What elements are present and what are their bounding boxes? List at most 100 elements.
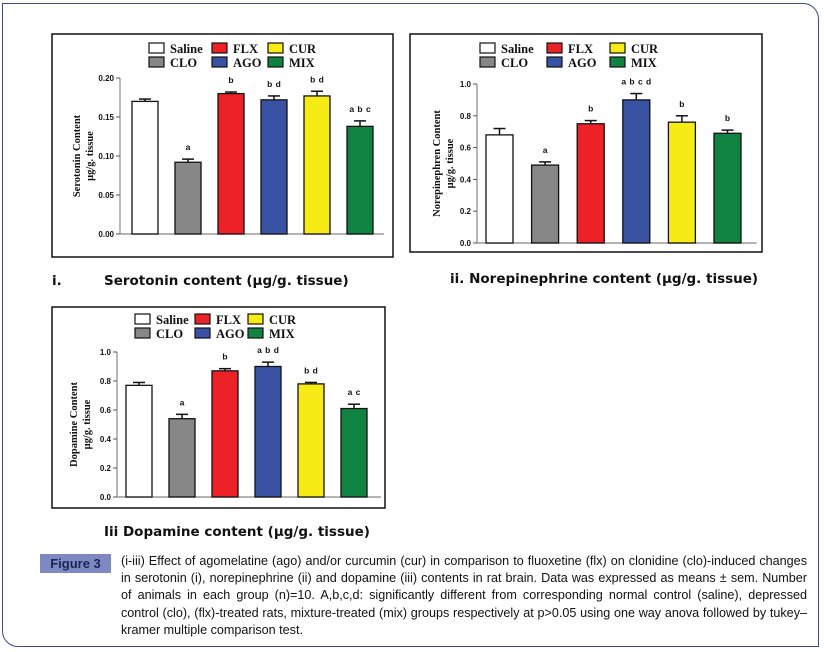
chart2-bar-clo bbox=[530, 164, 560, 244]
chart1-y-tick-label: 0.10 bbox=[98, 152, 114, 161]
chart1-bar-saline bbox=[131, 100, 159, 235]
chart1-frame bbox=[51, 33, 394, 258]
chart3-bar-mix bbox=[340, 407, 368, 498]
chart1-bar-ago bbox=[260, 99, 288, 235]
chart2-significance-label: a bbox=[543, 145, 548, 155]
chart2-y-tick-label: 1.0 bbox=[460, 80, 472, 89]
chart1-legend-swatch-clo bbox=[148, 56, 165, 68]
chart2-bar-ago bbox=[622, 99, 651, 244]
chart2-legend-label-cur: CUR bbox=[631, 42, 659, 56]
chart2-y-axis-unit: μg/g. tissue bbox=[445, 138, 456, 188]
chart2-frame bbox=[409, 33, 763, 253]
chart2-bar-cur bbox=[667, 121, 697, 244]
chart3-y-tick-label: 0.2 bbox=[100, 464, 112, 473]
chart3-legend-label-cur: CUR bbox=[269, 313, 297, 327]
chart3-frame bbox=[51, 306, 386, 509]
chart2-legend-label-flx: FLX bbox=[568, 42, 593, 56]
chart2-legend-swatch-flx bbox=[546, 42, 563, 54]
chart1-legend-swatch-cur bbox=[267, 42, 284, 54]
chart3-legend-label-ago: AGO bbox=[216, 327, 245, 341]
chart2-y-tick-label: 0.2 bbox=[460, 207, 472, 216]
chart1-legend-label-ago: AGO bbox=[233, 56, 262, 70]
chart2-bar-saline bbox=[485, 134, 514, 244]
chart3-y-tick-label: 1.0 bbox=[100, 348, 112, 357]
chart3-y-tick-label: 0.4 bbox=[100, 435, 112, 444]
chart1-y-tick-label: 0.05 bbox=[98, 191, 114, 200]
chart2-y-tick-label: 0.8 bbox=[460, 112, 472, 121]
chart1-y-tick-label: 0.15 bbox=[98, 113, 114, 122]
chart1-bar-flx bbox=[217, 92, 245, 235]
chart2-bar-flx bbox=[576, 123, 605, 244]
chart1-legend-label-flx: FLX bbox=[233, 42, 258, 56]
chart3-legend-label-clo: CLO bbox=[156, 327, 183, 341]
chart3-bar-cur bbox=[297, 383, 325, 498]
chart1-bar-mix bbox=[346, 125, 374, 235]
chart2-y-tick-label: 0.4 bbox=[460, 175, 472, 184]
chart1-bar-cur bbox=[303, 95, 331, 235]
chart2-legend-label-clo: CLO bbox=[501, 56, 528, 70]
chart2-legend-swatch-ago bbox=[546, 56, 563, 68]
chart2-y-tick-label: 0.6 bbox=[460, 144, 472, 153]
chart1-significance-label: b d bbox=[267, 79, 281, 89]
chart1-legend-swatch-ago bbox=[211, 56, 228, 68]
chart1-legend-swatch-mix bbox=[267, 56, 284, 68]
chart2-significance-label: b bbox=[725, 113, 730, 123]
chart1-y-axis-unit: μg/g. tissue bbox=[85, 131, 96, 181]
chart3-y-tick-label: 0.6 bbox=[100, 406, 112, 415]
chart3-legend-label-mix: MIX bbox=[269, 327, 295, 341]
chart3-legend-swatch-ago bbox=[194, 327, 211, 339]
chart1-significance-label: a b c bbox=[349, 104, 371, 114]
chart2-legend-swatch-mix bbox=[609, 56, 626, 68]
figure-caption: (i-iii) Effect of agomelatine (ago) and/… bbox=[121, 554, 807, 637]
dopamine-chart-title: Iii Dopamine content (μg/g. tissue) bbox=[104, 524, 370, 540]
chart3-bar-clo bbox=[168, 418, 196, 498]
panel-i-label: i. bbox=[52, 273, 62, 289]
chart2-legend-swatch-saline bbox=[479, 42, 496, 54]
chart2-legend-label-saline: Saline bbox=[501, 42, 534, 56]
figure-label: Figure 3 bbox=[40, 554, 111, 573]
chart2-legend-swatch-clo bbox=[479, 56, 496, 68]
chart3-significance-label: b bbox=[222, 352, 227, 362]
chart2-y-axis-title: Norepinephren Content bbox=[432, 110, 443, 217]
serotonin-chart-title: Serotonin content (μg/g. tissue) bbox=[104, 273, 349, 289]
chart2-significance-label: b bbox=[588, 104, 593, 114]
chart3-y-tick-label: 0.0 bbox=[100, 493, 112, 502]
chart1-legend-label-clo: CLO bbox=[170, 56, 197, 70]
chart3-bar-ago bbox=[254, 365, 282, 498]
chart2-legend-swatch-cur bbox=[609, 42, 626, 54]
chart3-significance-label: a c bbox=[348, 387, 361, 397]
chart1-y-tick-label: 0.00 bbox=[98, 230, 114, 239]
chart1-legend-label-mix: MIX bbox=[289, 56, 315, 70]
chart3-y-axis-unit: μg/g. tissue bbox=[82, 399, 93, 449]
chart2-bar-mix bbox=[713, 132, 742, 244]
chart1-y-axis-title: Serotonin Content bbox=[72, 114, 83, 197]
chart1-legend-swatch-saline bbox=[148, 42, 165, 54]
chart3-y-axis-title: Dopamine Content bbox=[69, 382, 80, 467]
chart3-y-tick-label: 0.8 bbox=[100, 377, 112, 386]
chart1-legend-label-cur: CUR bbox=[289, 42, 317, 56]
chart3-significance-label: a bbox=[180, 397, 185, 407]
chart3-legend-swatch-clo bbox=[134, 327, 151, 339]
chart2-y-tick-label: 0.0 bbox=[460, 239, 472, 248]
chart1-significance-label: b d bbox=[310, 74, 324, 84]
chart3-significance-label: b d bbox=[304, 365, 318, 375]
chart1-significance-label: a bbox=[186, 142, 191, 152]
chart1-legend-swatch-flx bbox=[211, 42, 228, 54]
chart1-legend-label-saline: Saline bbox=[170, 42, 203, 56]
chart2-significance-label: b bbox=[679, 99, 684, 109]
chart3-bar-flx bbox=[211, 370, 239, 498]
chart2-significance-label: a b c d bbox=[621, 77, 651, 87]
chart3-legend-swatch-mix bbox=[247, 327, 264, 339]
chart2-legend-label-mix: MIX bbox=[631, 56, 657, 70]
chart1-bar-clo bbox=[174, 161, 202, 235]
chart3-significance-label: a b d bbox=[257, 345, 279, 355]
chart2-legend-label-ago: AGO bbox=[568, 56, 597, 70]
chart3-legend-label-flx: FLX bbox=[216, 313, 241, 327]
chart1-significance-label: b bbox=[228, 75, 233, 85]
chart3-legend-swatch-flx bbox=[194, 313, 211, 325]
figure-frame bbox=[2, 3, 819, 647]
chart3-legend-label-saline: Saline bbox=[156, 313, 189, 327]
chart3-legend-swatch-cur bbox=[247, 313, 264, 325]
chart3-bar-saline bbox=[125, 384, 153, 498]
